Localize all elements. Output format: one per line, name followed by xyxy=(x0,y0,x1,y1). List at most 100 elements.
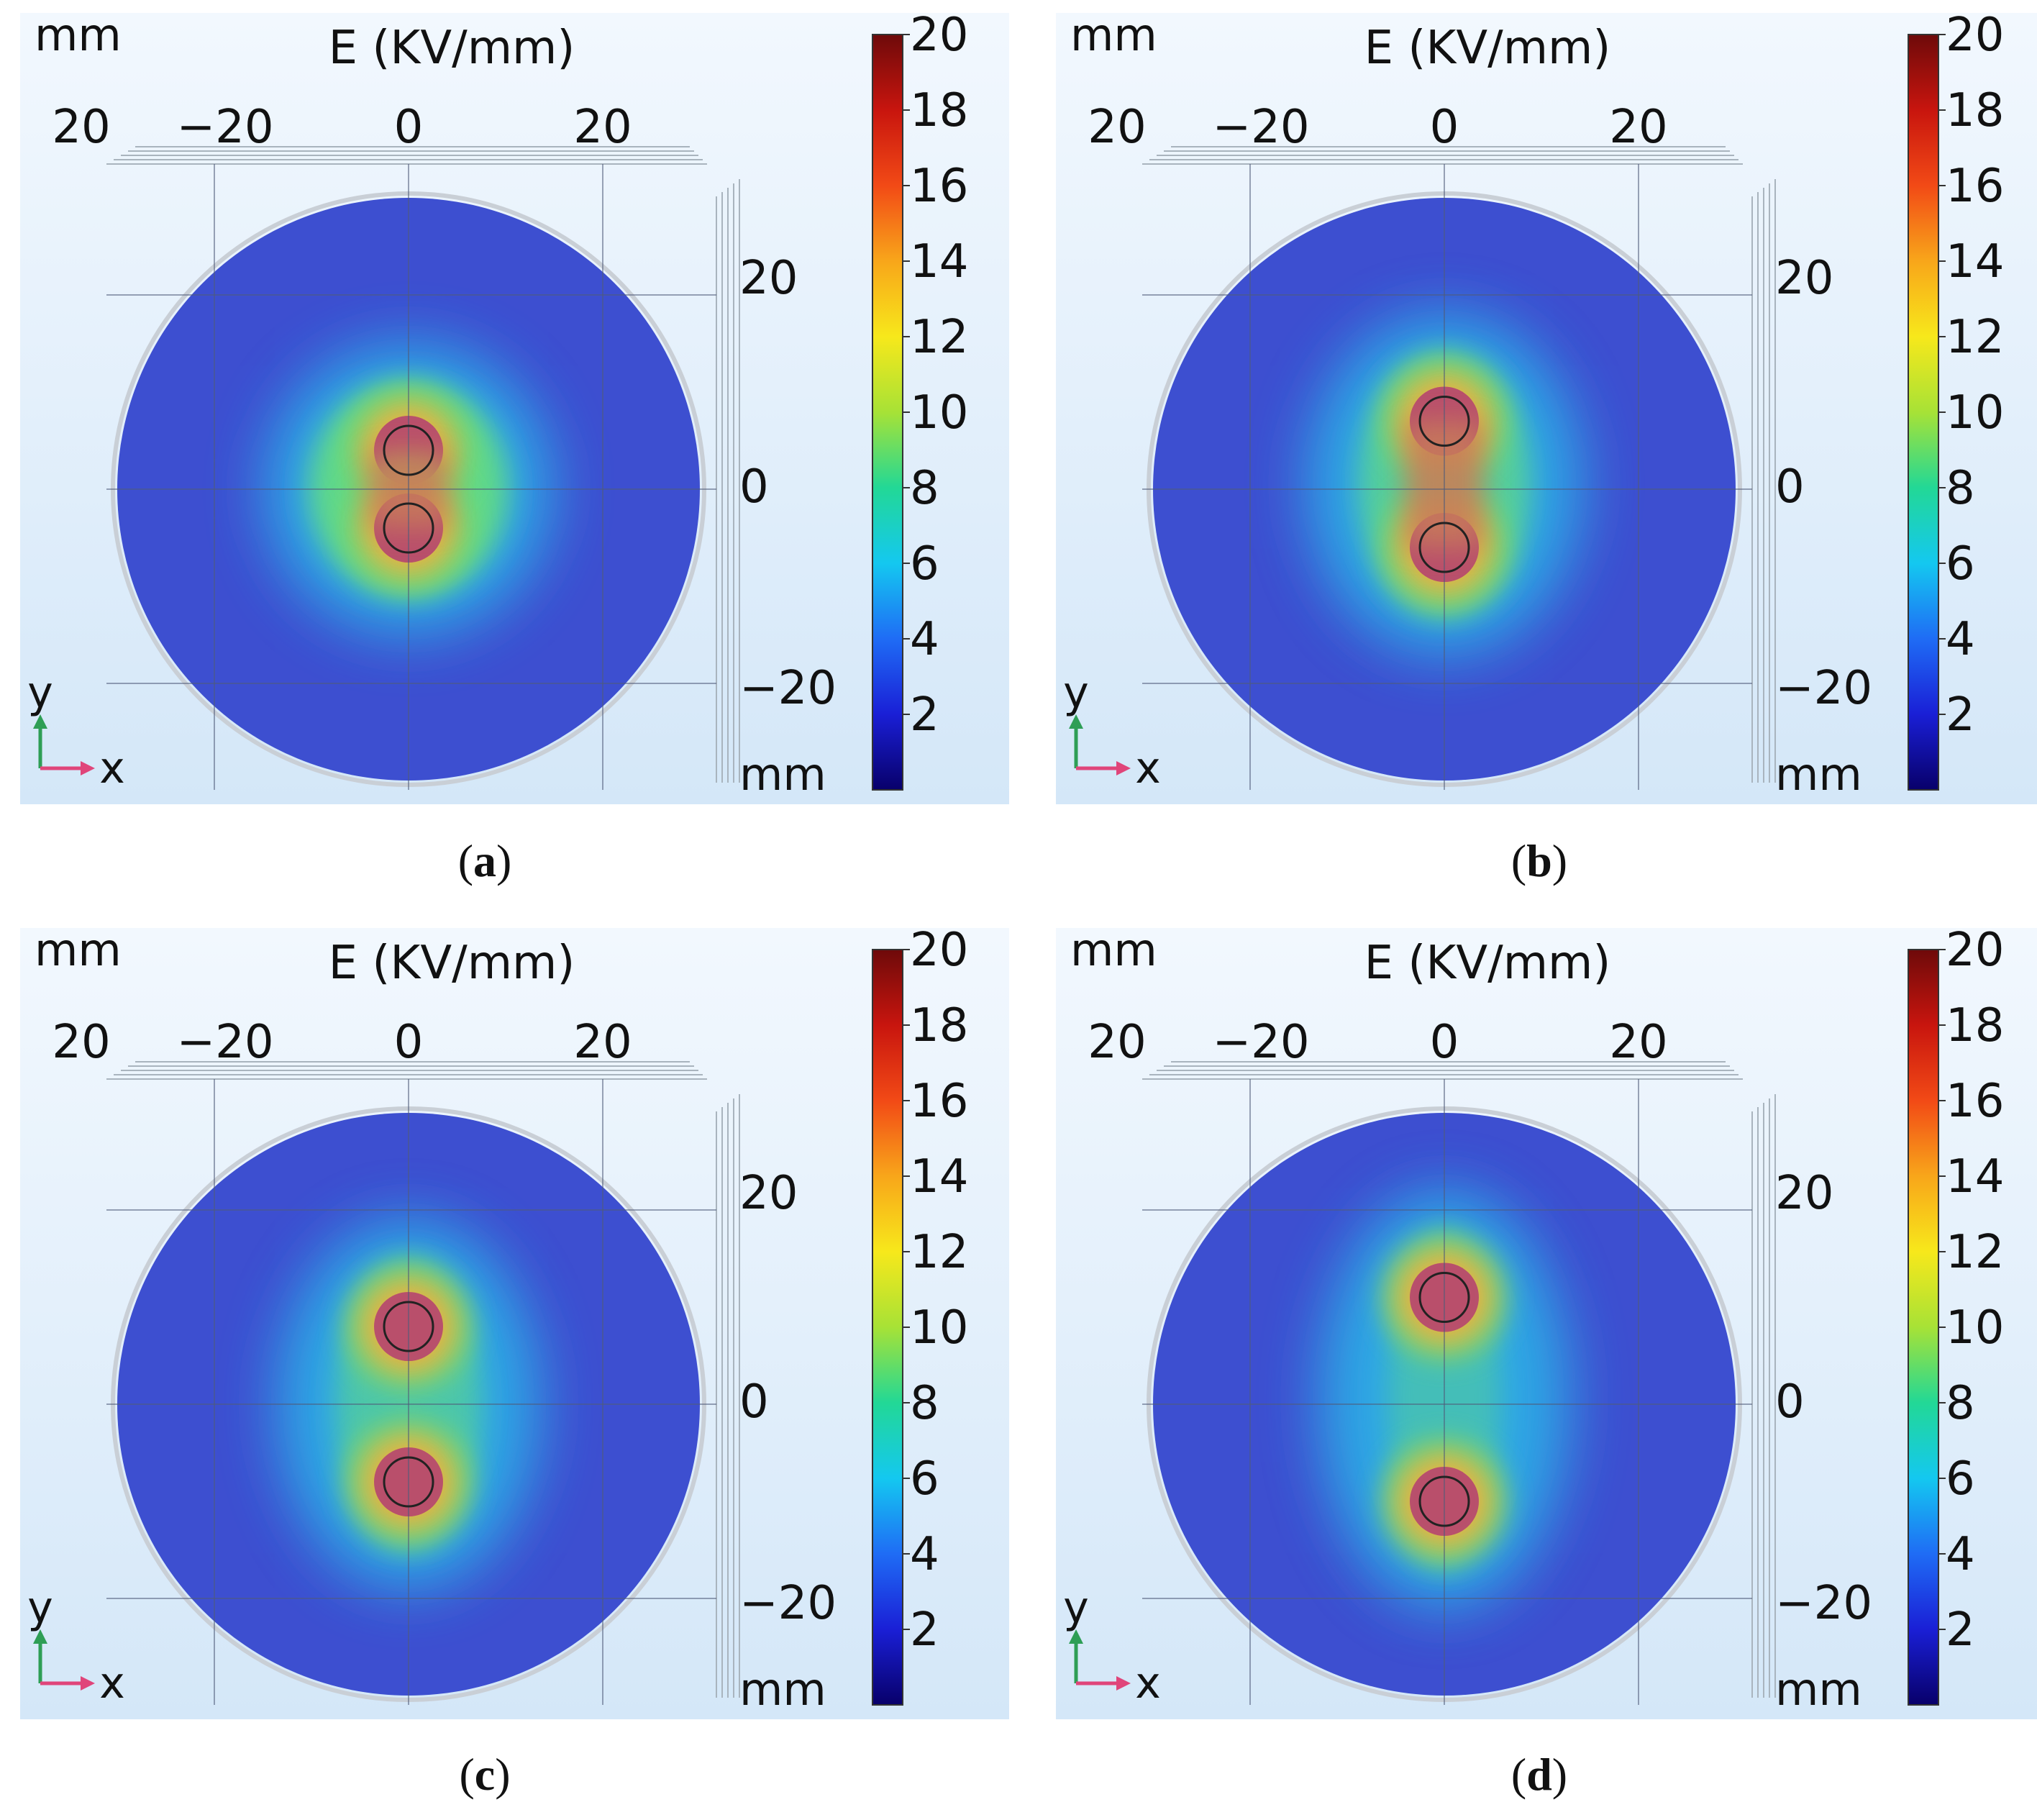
field-plot-svg: mm E (KV/mm) 20 −20 0 20 20 0 −20 mm yx 2 4 6 8 10 12 14 1… xyxy=(1056,924,2037,1719)
y-axis-arrowhead xyxy=(33,1629,47,1644)
plot-title: E (KV/mm) xyxy=(329,22,575,75)
right-tick-label: 20 xyxy=(739,1167,798,1220)
right-tick-label: −20 xyxy=(1775,1577,1872,1630)
unit-label-top: mm xyxy=(35,9,122,61)
top-tick-label: −20 xyxy=(1212,1016,1309,1069)
top-tick-label: 20 xyxy=(573,101,632,154)
unit-label-right: mm xyxy=(1775,748,1862,801)
colorbar-tick-label: 6 xyxy=(1946,537,1975,591)
colorbar xyxy=(1908,34,1939,791)
colorbar-tick-label: 14 xyxy=(910,1150,968,1204)
colorbar-tick-label: 18 xyxy=(910,999,968,1052)
colorbar-tick-label: 4 xyxy=(1946,1528,1975,1581)
colorbar-tick-label: 16 xyxy=(910,1075,968,1128)
colorbar-tick-label: 12 xyxy=(910,311,968,364)
right-tick-label: 20 xyxy=(1775,252,1833,305)
colorbar-tick-label: 10 xyxy=(1946,386,2004,440)
top-tick-label: 20 xyxy=(1609,101,1667,154)
colorbar-tick-label: 20 xyxy=(910,9,968,62)
x-axis-label: x xyxy=(99,743,125,793)
electrode-outline-0 xyxy=(1418,1272,1470,1323)
colorbar xyxy=(872,34,903,791)
caption-a: (a) xyxy=(457,835,512,886)
electrode-outline-0 xyxy=(383,424,434,476)
electrode-outline-1 xyxy=(1418,522,1470,573)
colorbar-tick-label: 14 xyxy=(1946,235,2004,288)
panel-c: mm E (KV/mm) 20 −20 0 20 20 0 −20 mm y x 2 4 6 8 10 12 14 1… xyxy=(20,924,1009,1734)
caption-d: (d) xyxy=(1510,1749,1568,1800)
colorbar-tick-label: 8 xyxy=(910,1377,939,1430)
y-axis-arrowhead xyxy=(1069,1629,1083,1644)
colorbar-tick-label: 6 xyxy=(910,1452,939,1506)
right-tick-label: 0 xyxy=(739,1375,769,1429)
y-axis-arrowhead xyxy=(1069,714,1083,729)
right-tick-label: 0 xyxy=(1775,1375,1805,1429)
colorbar-tick-label: 4 xyxy=(910,613,939,666)
top-tick-label: 0 xyxy=(394,101,424,154)
x-axis-arrowhead xyxy=(81,1676,95,1691)
x-axis-label: x xyxy=(99,1658,125,1708)
y-axis-label: y xyxy=(1063,668,1089,718)
top-tick-label: 20 xyxy=(573,1016,632,1069)
colorbar-tick-label: 8 xyxy=(910,462,939,515)
colorbar-tick-label: 2 xyxy=(1946,1603,1975,1657)
y-axis-label: y xyxy=(27,668,53,718)
colorbar-tick-label: 18 xyxy=(1946,84,2004,137)
field-plot-svg: mm E (KV/mm) 20 −20 0 20 20 0 −20 mm yx 2 4 6 8 10 12 14 1… xyxy=(20,9,1009,804)
top-tick-label: 20 xyxy=(52,1016,110,1069)
colorbar-tick-label: 2 xyxy=(910,1603,939,1657)
colorbar-tick-label: 16 xyxy=(1946,1075,2004,1128)
unit-label-top: mm xyxy=(35,924,122,976)
colorbar-tick-label: 10 xyxy=(910,386,968,440)
colorbar-tick-label: 14 xyxy=(1946,1150,2004,1204)
unit-label-right: mm xyxy=(739,748,826,801)
electrode-outline-1 xyxy=(1418,1475,1470,1527)
top-tick-label: 20 xyxy=(1088,101,1146,154)
unit-label-top: mm xyxy=(1070,9,1157,61)
top-tick-label: −20 xyxy=(176,101,273,154)
colorbar-tick-label: 8 xyxy=(1946,1377,1975,1430)
electrode-outline-0 xyxy=(383,1301,434,1352)
x-axis-label: x xyxy=(1135,1658,1161,1708)
colorbar-tick-label: 18 xyxy=(1946,999,2004,1052)
unit-label-right: mm xyxy=(739,1663,826,1716)
colorbar-tick-label: 16 xyxy=(910,160,968,213)
field-plot-svg: mm E (KV/mm) 20 −20 0 20 20 0 −20 mm yx 2 4 6 8 10 12 14 1… xyxy=(20,924,1009,1719)
caption-c: (c) xyxy=(459,1749,511,1800)
right-tick-label: 20 xyxy=(739,252,798,305)
top-tick-label: 0 xyxy=(1430,1016,1459,1069)
y-axis-arrowhead xyxy=(33,714,47,729)
caption-b: (b) xyxy=(1510,835,1568,886)
colorbar-tick-label: 10 xyxy=(910,1301,968,1355)
panel-b: mm E (KV/mm) 20 −20 0 20 20 0 −20 mm y x 2 4 6 8 10 12 14 1… xyxy=(1056,9,2037,819)
x-axis-arrowhead xyxy=(1116,1676,1131,1691)
right-tick-label: 0 xyxy=(1775,460,1805,514)
x-axis-label: x xyxy=(1135,743,1161,793)
colorbar-tick-label: 6 xyxy=(910,537,939,591)
plot-title: E (KV/mm) xyxy=(329,937,575,990)
right-tick-label: 0 xyxy=(739,460,769,514)
colorbar-tick-label: 20 xyxy=(910,924,968,977)
field-plot-svg: mm E (KV/mm) 20 −20 0 20 20 0 −20 mm yx 2 4 6 8 10 12 14 1… xyxy=(1056,9,2037,804)
right-tick-label: −20 xyxy=(739,662,837,715)
panel-a: mm E (KV/mm) 20 −20 0 20 20 0 −20 mm y x 2 4 6 8 10 12 14 1… xyxy=(20,9,1009,819)
top-tick-label: 0 xyxy=(1430,101,1459,154)
colorbar-tick-label: 2 xyxy=(910,688,939,742)
colorbar-tick-label: 12 xyxy=(1946,1226,2004,1279)
top-tick-label: 20 xyxy=(1609,1016,1667,1069)
x-axis-arrowhead xyxy=(1116,761,1131,775)
panel-d: mm E (KV/mm) 20 −20 0 20 20 0 −20 mm y x 2 4 6 8 10 12 14 1… xyxy=(1056,924,2037,1734)
electrode-outline-1 xyxy=(383,1456,434,1508)
top-tick-label: −20 xyxy=(176,1016,273,1069)
electrode-outline-0 xyxy=(1418,396,1470,447)
colorbar-tick-label: 4 xyxy=(910,1528,939,1581)
electrode-outline-1 xyxy=(383,502,434,554)
top-tick-label: 20 xyxy=(52,101,110,154)
colorbar-tick-label: 18 xyxy=(910,84,968,137)
right-tick-label: 20 xyxy=(1775,1167,1833,1220)
colorbar-tick-label: 12 xyxy=(1946,311,2004,364)
plot-title: E (KV/mm) xyxy=(1364,22,1611,75)
right-tick-label: −20 xyxy=(1775,662,1872,715)
top-tick-label: −20 xyxy=(1212,101,1309,154)
field-glow xyxy=(263,342,554,636)
